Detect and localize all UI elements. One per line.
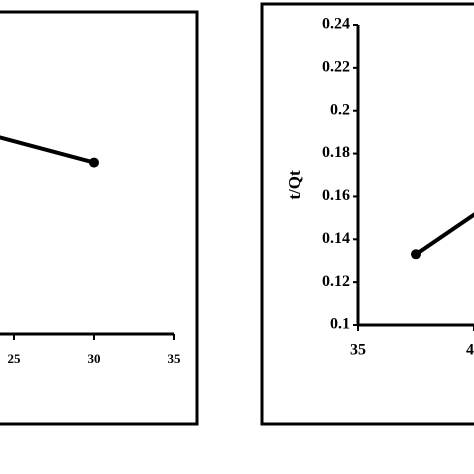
y-tick-label: 0.2 (330, 101, 350, 118)
y-tick-label: 0.18 (322, 144, 350, 161)
x-tick-label: 35 (350, 342, 366, 359)
y-tick-label: 0.1 (330, 316, 350, 333)
panel-frame (0, 10, 199, 426)
x-tick-label: 40 (466, 342, 474, 359)
y-tick-label: 0.22 (322, 59, 350, 76)
y-tick-label: 0.12 (322, 273, 350, 290)
data-point (89, 157, 99, 168)
y-tick-label: 0.16 (322, 187, 350, 204)
panel-frame (260, 2, 474, 426)
x-tick-label: 35 (168, 351, 182, 366)
data-point (411, 249, 421, 260)
y-tick-label: 0.14 (322, 230, 350, 247)
x-tick-label: 30 (88, 351, 101, 366)
data-line (0, 135, 95, 165)
data-line (414, 212, 474, 256)
right-chart: 35 40 0.1 0.12 0.14 0.16 0.18 0.2 0.22 0.24 t/Qt (285, 16, 474, 359)
y-axis-label: t/Qt (285, 170, 304, 200)
left-chart: 25 30 35 (0, 135, 182, 366)
y-tick-label: 0.24 (322, 16, 350, 33)
x-tick-label: 25 (8, 351, 22, 366)
